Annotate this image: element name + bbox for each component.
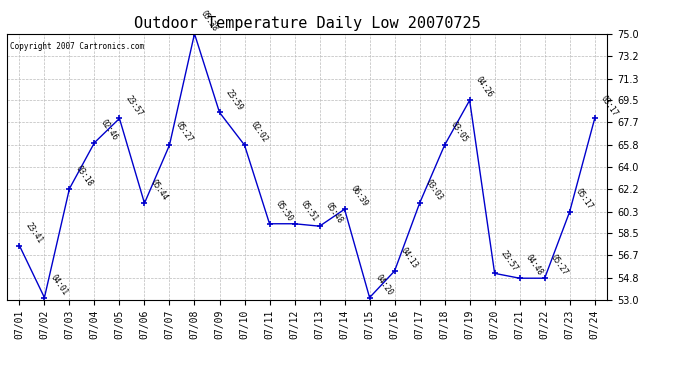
Text: 03:18: 03:18 bbox=[74, 164, 95, 188]
Text: 04:13: 04:13 bbox=[399, 246, 420, 270]
Text: 02:46: 02:46 bbox=[99, 118, 119, 142]
Text: 04:48: 04:48 bbox=[524, 254, 544, 278]
Text: 05:44: 05:44 bbox=[148, 178, 169, 203]
Title: Outdoor Temperature Daily Low 20070725: Outdoor Temperature Daily Low 20070725 bbox=[134, 16, 480, 31]
Text: 04:26: 04:26 bbox=[474, 75, 495, 99]
Text: 05:48: 05:48 bbox=[324, 201, 344, 225]
Text: 03:05: 03:05 bbox=[448, 120, 469, 144]
Text: 05:27: 05:27 bbox=[174, 120, 195, 144]
Text: 23:41: 23:41 bbox=[23, 220, 44, 245]
Text: 05:51: 05:51 bbox=[299, 199, 319, 223]
Text: 04:01: 04:01 bbox=[48, 273, 69, 297]
Text: Copyright 2007 Cartronics.com: Copyright 2007 Cartronics.com bbox=[10, 42, 144, 51]
Text: 03:17: 03:17 bbox=[599, 94, 620, 118]
Text: 06:39: 06:39 bbox=[348, 184, 369, 209]
Text: 23:57: 23:57 bbox=[124, 94, 144, 118]
Text: 05:50: 05:50 bbox=[274, 199, 295, 223]
Text: 03:03: 03:03 bbox=[424, 178, 444, 203]
Text: 23:57: 23:57 bbox=[499, 249, 520, 273]
Text: 04:20: 04:20 bbox=[374, 273, 395, 297]
Text: 05:38: 05:38 bbox=[199, 9, 219, 33]
Text: 05:27: 05:27 bbox=[549, 254, 569, 278]
Text: 02:02: 02:02 bbox=[248, 120, 269, 144]
Text: 23:59: 23:59 bbox=[224, 87, 244, 112]
Text: 05:17: 05:17 bbox=[574, 187, 595, 211]
